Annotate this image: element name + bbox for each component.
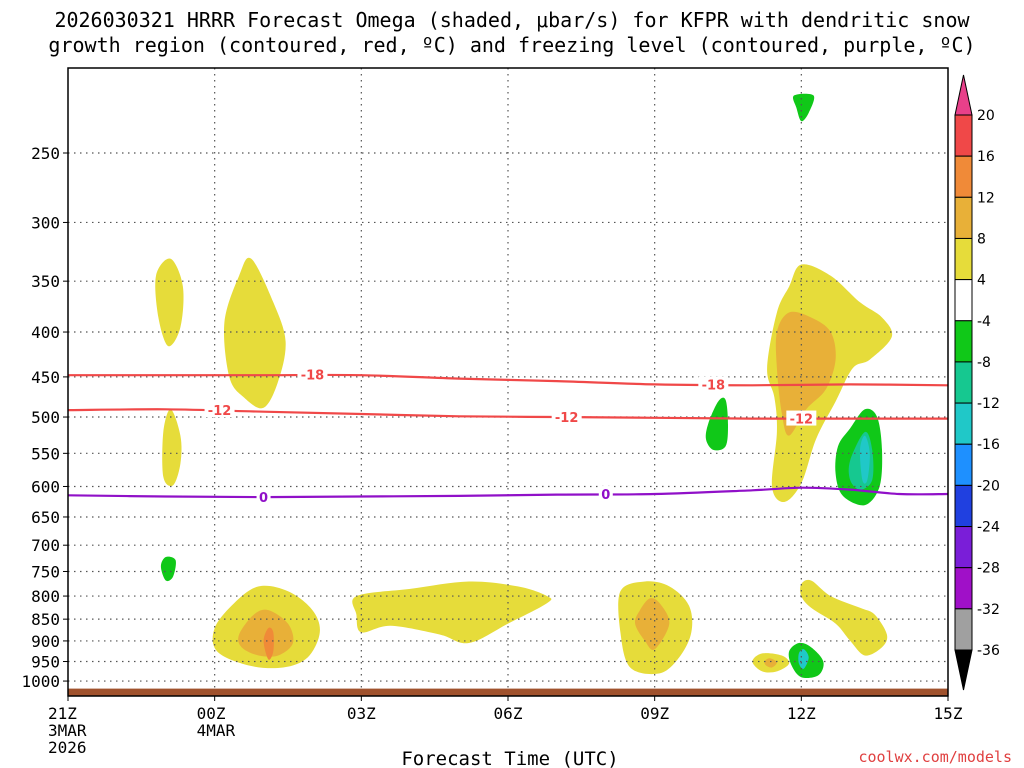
omega-region--4 (705, 397, 728, 451)
colorbar-band (954, 526, 973, 569)
x-tick-label: 09Z (640, 704, 669, 723)
colorbar-label: 8 (977, 231, 986, 247)
omega-region-4 (800, 579, 888, 656)
colorbar-band (954, 320, 973, 363)
omega-region-8 (634, 598, 670, 650)
terrain-strip (68, 688, 948, 696)
omega-region-4 (162, 409, 182, 487)
x-tick-label: 2026 (48, 738, 87, 757)
omega-region--8 (798, 649, 809, 669)
y-tick-label: 650 (31, 508, 60, 527)
contour-label-freezing-level: 0 (259, 491, 268, 506)
contour-label-bg (204, 402, 235, 418)
colorbar-band (954, 608, 973, 651)
colorbar-label: -4 (977, 314, 991, 330)
colorbar-label: -8 (977, 355, 991, 371)
y-tick-label: 700 (31, 536, 60, 555)
colorbar-band (954, 443, 973, 486)
colorbar-label: 4 (977, 273, 986, 289)
x-tick-label: 15Z (934, 704, 963, 723)
omega-region-12 (263, 627, 274, 660)
contour-label-bg (297, 366, 328, 382)
contour-freezing-level (67, 486, 949, 499)
contour-label-bg (786, 410, 817, 426)
contour-label-bg (256, 489, 271, 505)
colorbar-band (954, 484, 973, 528)
omega-region--12 (859, 435, 870, 484)
omega-region--4 (792, 93, 815, 122)
x-tick-label: 03Z (347, 704, 376, 723)
colorbar-label: -28 (977, 561, 1000, 577)
colorbar-label: -16 (977, 437, 1000, 453)
colorbar-band (954, 567, 973, 610)
colorbar-band (954, 402, 973, 445)
colorbar-label: -36 (977, 643, 1000, 659)
x-tick-label: 3MAR (48, 721, 87, 740)
omega-region-4 (155, 258, 184, 347)
colorbar-label: 12 (977, 190, 995, 206)
x-tick-label: 4MAR (197, 721, 236, 740)
colorbar-label: 16 (977, 149, 995, 165)
omega-region-4 (352, 581, 552, 644)
x-tick-label: 12Z (787, 704, 816, 723)
y-tick-label: 550 (31, 444, 60, 463)
x-axis-label: Forecast Time (UTC) (401, 748, 618, 768)
colorbar-band (954, 196, 973, 239)
colorbar-label: -12 (977, 396, 1000, 412)
colorbar-label: -20 (977, 478, 1000, 494)
y-tick-label: 900 (31, 632, 60, 651)
y-tick-label: 500 (31, 408, 60, 427)
plot-area: -18 -18 -12 -12 -12 0 0 (67, 68, 949, 696)
y-tick-label: 250 (31, 144, 60, 163)
contour-label-bg (551, 409, 582, 425)
y-tick-label: 350 (31, 272, 60, 291)
colorbar-top-triangle (954, 74, 973, 116)
colorbar-bottom-triangle (954, 649, 973, 691)
x-tick-label: 06Z (494, 704, 523, 723)
y-tick-label: 400 (31, 323, 60, 342)
contour-label-dgz-minus18: -18 (702, 378, 726, 393)
chart-title-line1: 2026030321 HRRR Forecast Omega (shaded, … (54, 8, 970, 32)
chart-title-line2: growth region (contoured, red, ºC) and f… (48, 33, 975, 57)
contour-label-dgz-minus18: -18 (301, 368, 325, 383)
colorbar-label: 20 (977, 108, 995, 124)
credit-text: coolwx.com/models (858, 748, 1012, 766)
contour-dgz-minus18 (68, 373, 949, 387)
colorbar-label: -32 (977, 602, 1000, 618)
y-tick-label: 950 (31, 653, 60, 672)
contour-label-dgz-minus12: -12 (790, 413, 814, 428)
colorbar-band (954, 155, 973, 198)
y-tick-label: 300 (31, 213, 60, 232)
contour-label-bg (698, 376, 729, 392)
colorbar-band (954, 361, 973, 404)
contour-label-dgz-minus12: -12 (555, 411, 579, 426)
contour-label-dgz-minus12: -12 (208, 404, 232, 419)
omega-region-8 (764, 658, 777, 668)
y-tick-label: 600 (31, 477, 60, 496)
omega-region-8 (775, 311, 836, 436)
axes: 250 300 350 400 450 500 550 600 650 700 750 800 850 9… (21, 67, 963, 757)
colorbar: 20 16 12 8 4 -4 -8 -12 -16 -20 -24 -28 -32 -36 (954, 74, 1000, 691)
y-tick-label: 450 (31, 368, 60, 387)
colorbar-band (954, 279, 973, 322)
colorbar-band (954, 114, 973, 157)
omega-region--4 (160, 556, 176, 582)
y-tick-label: 750 (31, 562, 60, 581)
colorbar-band (954, 237, 973, 281)
colorbar-label: -24 (977, 520, 1000, 536)
x-tick-label: 00Z (197, 704, 226, 723)
contour-label-bg (598, 486, 613, 502)
y-tick-label: 850 (31, 610, 60, 629)
contour-label-freezing-level: 0 (601, 488, 610, 503)
x-tick-label: 21Z (48, 704, 77, 723)
y-tick-label: 800 (31, 587, 60, 606)
y-tick-label: 1000 (21, 672, 60, 691)
omega-region-4 (223, 257, 286, 409)
